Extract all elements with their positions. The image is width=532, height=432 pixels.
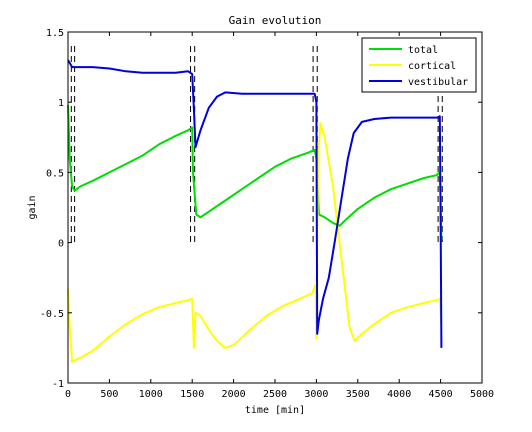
series-line-total [67,104,443,240]
legend: total cortical vestibular [361,37,477,93]
x-tick-label: 2500 [263,389,287,400]
x-tick-label: 500 [100,389,118,400]
x-tick-label: 0 [65,389,71,400]
y-tick-label: -1 [52,379,64,390]
x-tick-label: 5000 [470,389,494,400]
y-tick-label: 1.5 [46,28,64,39]
y-tick-label: -0.5 [40,309,64,320]
y-tick-label: 0.5 [46,168,64,179]
x-tick-label: 1000 [139,389,163,400]
y-tick-label: 0 [58,239,64,250]
y-axis-label: gain [27,195,38,219]
legend-label-total: total [408,45,438,56]
y-tick-label: 1 [58,98,64,109]
legend-label-cortical: cortical [408,61,456,72]
chart-title: Gain evolution [229,14,322,27]
x-tick-label: 4500 [429,389,453,400]
series-line-cortical [67,122,443,363]
x-axis-ticks: 0 500 1000 1500 2000 2500 3000 3500 4000 4500 5000 [65,32,494,400]
y-axis-ticks: -1 -0.5 0 0.5 1 1.5 [40,28,482,390]
x-tick-label: 3000 [304,389,328,400]
x-tick-label: 2000 [222,389,246,400]
x-tick-label: 1500 [180,389,204,400]
series-line-vestibular [67,59,443,348]
x-tick-label: 4000 [387,389,411,400]
x-axis-label: time [min] [245,405,305,416]
series-lines-group [67,59,443,363]
x-tick-label: 3500 [346,389,370,400]
legend-label-vestibular: vestibular [408,77,468,88]
